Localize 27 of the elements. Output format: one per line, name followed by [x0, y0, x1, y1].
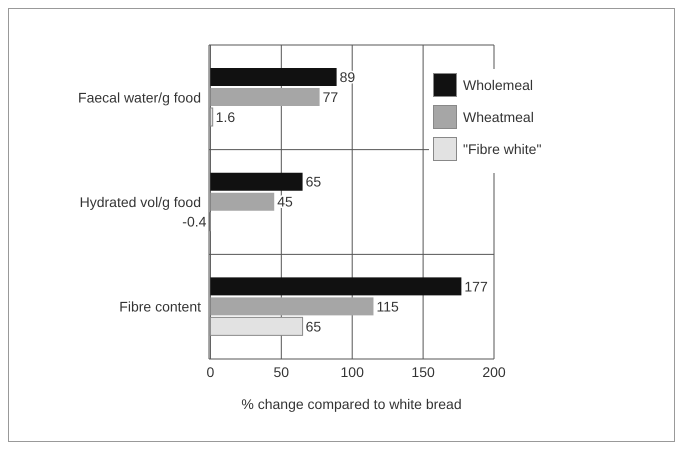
legend-label: Wholemeal: [463, 77, 534, 93]
data-label: 177: [464, 278, 488, 294]
legend-label: "Fibre white": [463, 141, 542, 157]
legend-label: Wheatmeal: [463, 109, 534, 125]
y-tick-label: Fibre content: [119, 298, 202, 315]
data-label: 65: [306, 174, 322, 190]
bar: [210, 277, 462, 296]
data-label: 77: [322, 88, 338, 105]
x-tick-label: 200: [482, 364, 506, 380]
bar: [210, 192, 274, 211]
x-tick-label: 100: [340, 364, 364, 380]
bar: [210, 297, 374, 316]
bar: [210, 316, 304, 336]
x-axis-title: % change compared to white bread: [241, 396, 462, 412]
data-label: 65: [306, 318, 322, 334]
bar: [210, 68, 337, 86]
data-label: -0.4: [182, 214, 207, 230]
x-tick-label: 0: [206, 364, 215, 380]
data-label: 115: [376, 298, 400, 314]
data-label: 1.6: [216, 108, 236, 125]
bar: [210, 88, 320, 106]
y-tick-label: Faecal water/g food: [78, 89, 201, 106]
bar: [210, 172, 303, 191]
bar: [210, 108, 214, 127]
x-tick-label: 150: [411, 364, 435, 380]
x-tick-label: 50: [274, 364, 290, 380]
y-tick-label: Hydrated vol/g food: [80, 194, 201, 210]
